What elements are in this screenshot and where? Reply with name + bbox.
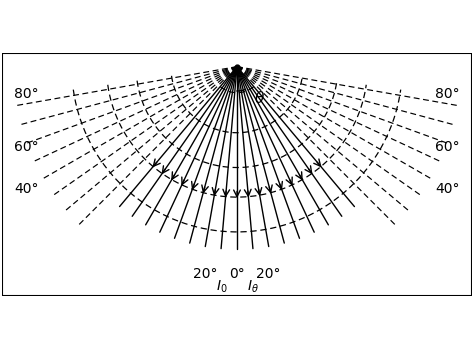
Text: 80°: 80° xyxy=(435,87,460,102)
Text: $\theta$: $\theta$ xyxy=(254,90,265,106)
Text: $I_\theta$: $I_\theta$ xyxy=(247,278,259,295)
Text: 0°: 0° xyxy=(229,267,245,281)
Text: 80°: 80° xyxy=(14,87,39,102)
Text: 40°: 40° xyxy=(435,182,460,196)
Text: 20°: 20° xyxy=(256,267,281,281)
Text: 40°: 40° xyxy=(14,182,39,196)
Text: 20°: 20° xyxy=(193,267,218,281)
Text: 60°: 60° xyxy=(14,140,39,154)
Text: 60°: 60° xyxy=(435,140,460,154)
Text: $I_0$: $I_0$ xyxy=(216,278,227,295)
